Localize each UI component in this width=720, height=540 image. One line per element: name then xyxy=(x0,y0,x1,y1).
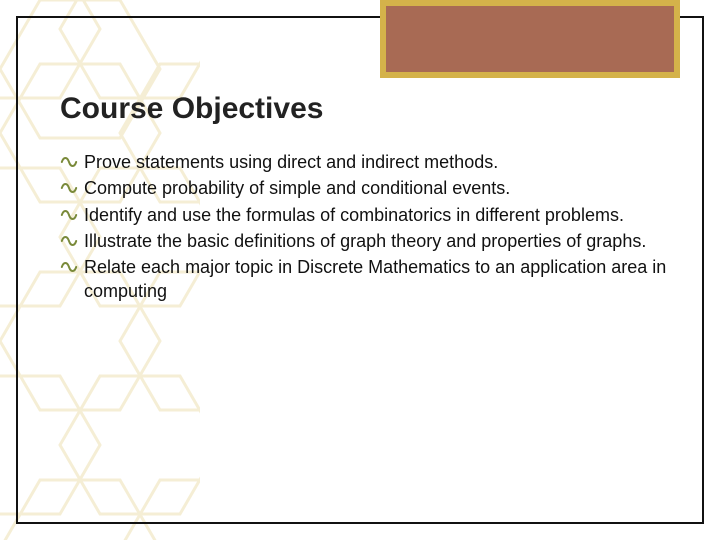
bullet-icon xyxy=(60,153,78,171)
bullet-icon xyxy=(60,206,78,224)
list-item: Identify and use the formulas of combina… xyxy=(60,203,680,227)
accent-brown-box xyxy=(386,6,674,72)
slide-content: Course Objectives Prove statements using… xyxy=(60,92,680,306)
bullet-text: Prove statements using direct and indire… xyxy=(84,152,498,172)
bullet-list: Prove statements using direct and indire… xyxy=(60,150,680,304)
bullet-text: Identify and use the formulas of combina… xyxy=(84,205,624,225)
bullet-icon xyxy=(60,232,78,250)
list-item: Compute probability of simple and condit… xyxy=(60,176,680,200)
bullet-icon xyxy=(60,179,78,197)
list-item: Prove statements using direct and indire… xyxy=(60,150,680,174)
slide-title: Course Objectives xyxy=(60,92,680,126)
bullet-text: Illustrate the basic definitions of grap… xyxy=(84,231,646,251)
bullet-text: Compute probability of simple and condit… xyxy=(84,178,510,198)
bullet-icon xyxy=(60,258,78,276)
bullet-text: Relate each major topic in Discrete Math… xyxy=(84,257,666,301)
list-item: Illustrate the basic definitions of grap… xyxy=(60,229,680,253)
list-item: Relate each major topic in Discrete Math… xyxy=(60,255,680,304)
